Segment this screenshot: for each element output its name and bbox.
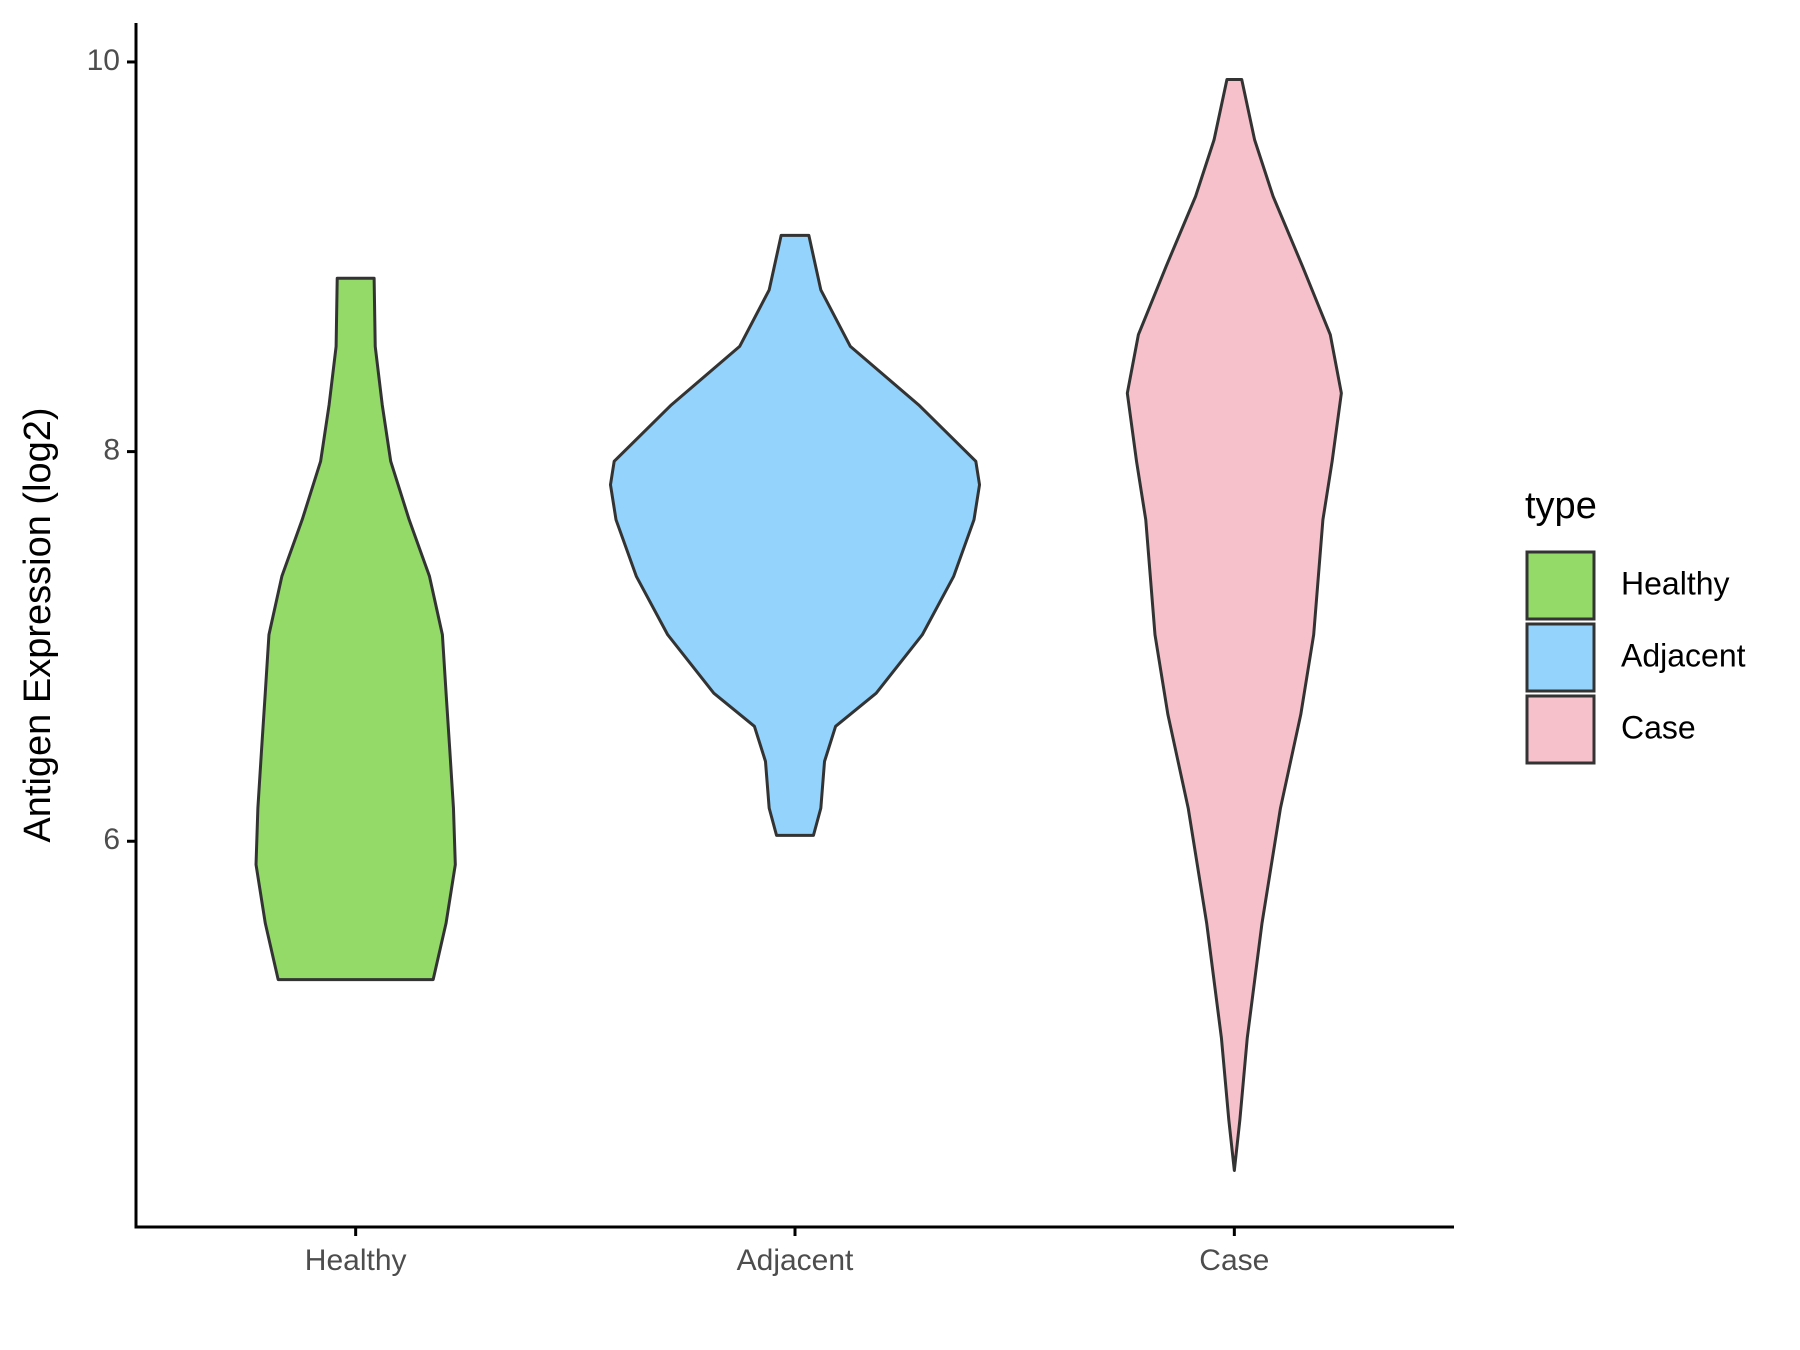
legend-label: Healthy	[1621, 565, 1730, 601]
x-tick-label: Case	[1199, 1244, 1269, 1277]
legend-label: Case	[1621, 709, 1696, 745]
violin	[1125, 77, 1343, 1172]
y-tick-label: 8	[103, 434, 120, 467]
legend-title: type	[1525, 485, 1597, 527]
y-tick-label: 6	[103, 823, 120, 856]
x-tick-label: Healthy	[305, 1244, 407, 1277]
legend-label: Adjacent	[1621, 637, 1746, 673]
y-axis-title: Antigen Expression (log2)	[17, 407, 59, 842]
x-tick-label: Adjacent	[737, 1244, 854, 1277]
violin	[608, 233, 982, 837]
legend-key	[1525, 550, 1596, 621]
legend-key	[1525, 694, 1596, 765]
legend-key	[1525, 622, 1596, 693]
y-tick-label: 10	[87, 44, 120, 77]
violin	[254, 276, 457, 982]
